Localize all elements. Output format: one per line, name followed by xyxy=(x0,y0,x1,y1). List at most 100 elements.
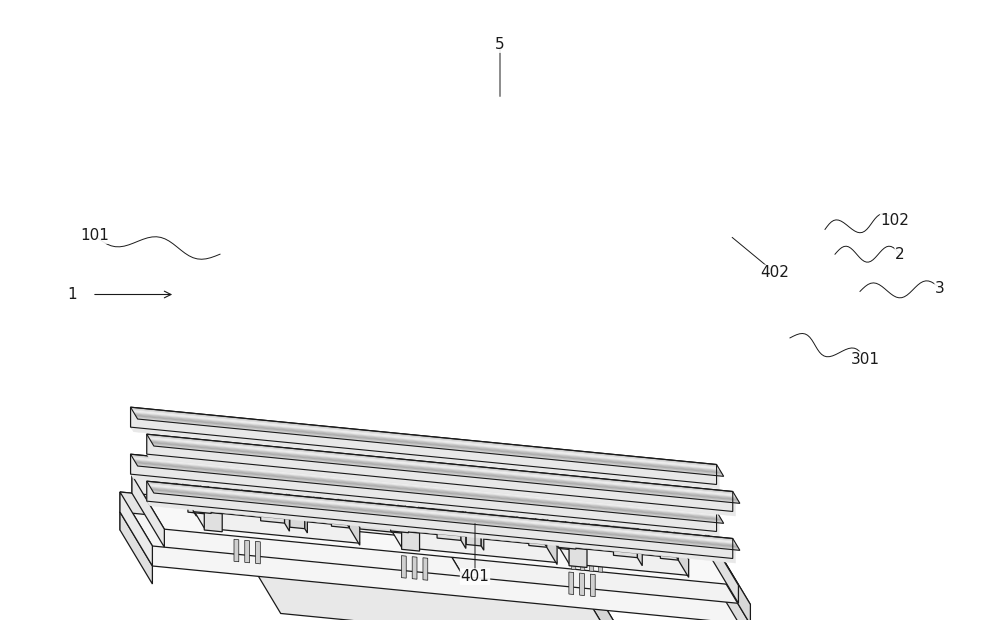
Polygon shape xyxy=(151,441,738,500)
Polygon shape xyxy=(183,492,349,525)
Polygon shape xyxy=(242,460,271,471)
Polygon shape xyxy=(547,529,557,565)
Polygon shape xyxy=(150,487,737,545)
Text: 402: 402 xyxy=(761,265,789,280)
Polygon shape xyxy=(135,414,721,472)
Polygon shape xyxy=(234,539,239,562)
Polygon shape xyxy=(204,512,222,532)
Polygon shape xyxy=(272,482,289,488)
Polygon shape xyxy=(529,528,547,547)
Polygon shape xyxy=(325,516,397,533)
Polygon shape xyxy=(559,531,587,549)
Polygon shape xyxy=(548,528,678,557)
Polygon shape xyxy=(132,409,718,467)
Polygon shape xyxy=(148,437,734,514)
Polygon shape xyxy=(153,491,739,549)
Polygon shape xyxy=(255,548,616,620)
Polygon shape xyxy=(613,525,642,536)
Polygon shape xyxy=(672,549,680,573)
Polygon shape xyxy=(305,514,307,533)
Polygon shape xyxy=(183,472,201,496)
Polygon shape xyxy=(151,441,737,498)
Polygon shape xyxy=(320,486,349,505)
Polygon shape xyxy=(226,510,231,532)
Polygon shape xyxy=(120,512,718,588)
Polygon shape xyxy=(613,525,637,557)
Polygon shape xyxy=(445,498,516,515)
Polygon shape xyxy=(261,491,289,501)
Polygon shape xyxy=(149,485,736,544)
Polygon shape xyxy=(599,550,603,572)
Polygon shape xyxy=(255,548,590,603)
Polygon shape xyxy=(194,495,212,515)
Polygon shape xyxy=(188,502,268,523)
Polygon shape xyxy=(590,549,594,572)
Polygon shape xyxy=(431,523,718,570)
Polygon shape xyxy=(132,457,718,534)
Polygon shape xyxy=(660,541,678,560)
Polygon shape xyxy=(718,570,750,620)
Polygon shape xyxy=(255,570,616,620)
Polygon shape xyxy=(135,461,721,520)
Polygon shape xyxy=(149,485,735,562)
Polygon shape xyxy=(706,531,738,603)
Text: 401: 401 xyxy=(461,569,489,584)
Polygon shape xyxy=(151,487,737,546)
Polygon shape xyxy=(443,480,447,518)
Polygon shape xyxy=(518,505,546,524)
Polygon shape xyxy=(153,492,740,551)
Polygon shape xyxy=(380,492,409,511)
Polygon shape xyxy=(147,435,734,494)
Polygon shape xyxy=(287,484,289,503)
Polygon shape xyxy=(569,547,587,567)
Polygon shape xyxy=(649,518,667,542)
Polygon shape xyxy=(437,508,461,541)
Polygon shape xyxy=(559,546,689,575)
Polygon shape xyxy=(431,523,750,604)
Polygon shape xyxy=(133,412,719,489)
Polygon shape xyxy=(135,463,722,521)
Polygon shape xyxy=(148,483,734,560)
Polygon shape xyxy=(266,463,271,500)
Polygon shape xyxy=(131,455,717,533)
Polygon shape xyxy=(120,492,431,542)
Polygon shape xyxy=(582,512,654,529)
Text: 2: 2 xyxy=(895,247,905,262)
Polygon shape xyxy=(290,512,307,518)
Polygon shape xyxy=(338,487,349,527)
Polygon shape xyxy=(448,499,463,516)
Polygon shape xyxy=(678,542,689,577)
Polygon shape xyxy=(153,445,740,503)
Polygon shape xyxy=(595,495,619,527)
Polygon shape xyxy=(331,508,349,528)
Polygon shape xyxy=(137,464,723,523)
Polygon shape xyxy=(131,454,717,531)
Polygon shape xyxy=(134,459,720,518)
Polygon shape xyxy=(649,518,678,537)
Text: 301: 301 xyxy=(850,352,880,367)
Polygon shape xyxy=(569,572,574,595)
Polygon shape xyxy=(152,489,738,547)
Polygon shape xyxy=(448,499,466,505)
Polygon shape xyxy=(131,408,718,466)
Polygon shape xyxy=(131,407,717,484)
Polygon shape xyxy=(131,407,717,466)
Polygon shape xyxy=(419,477,443,510)
Polygon shape xyxy=(131,454,717,512)
Polygon shape xyxy=(133,459,720,517)
Polygon shape xyxy=(132,457,719,515)
Polygon shape xyxy=(149,485,735,563)
Polygon shape xyxy=(383,525,388,547)
Polygon shape xyxy=(147,435,733,512)
Polygon shape xyxy=(183,472,211,492)
Polygon shape xyxy=(397,523,405,546)
Polygon shape xyxy=(590,574,595,596)
Polygon shape xyxy=(131,455,718,513)
Polygon shape xyxy=(285,493,289,531)
Polygon shape xyxy=(379,492,387,515)
Polygon shape xyxy=(401,556,406,578)
Polygon shape xyxy=(132,456,718,533)
Polygon shape xyxy=(137,465,724,523)
Polygon shape xyxy=(581,548,585,570)
Polygon shape xyxy=(149,439,735,516)
